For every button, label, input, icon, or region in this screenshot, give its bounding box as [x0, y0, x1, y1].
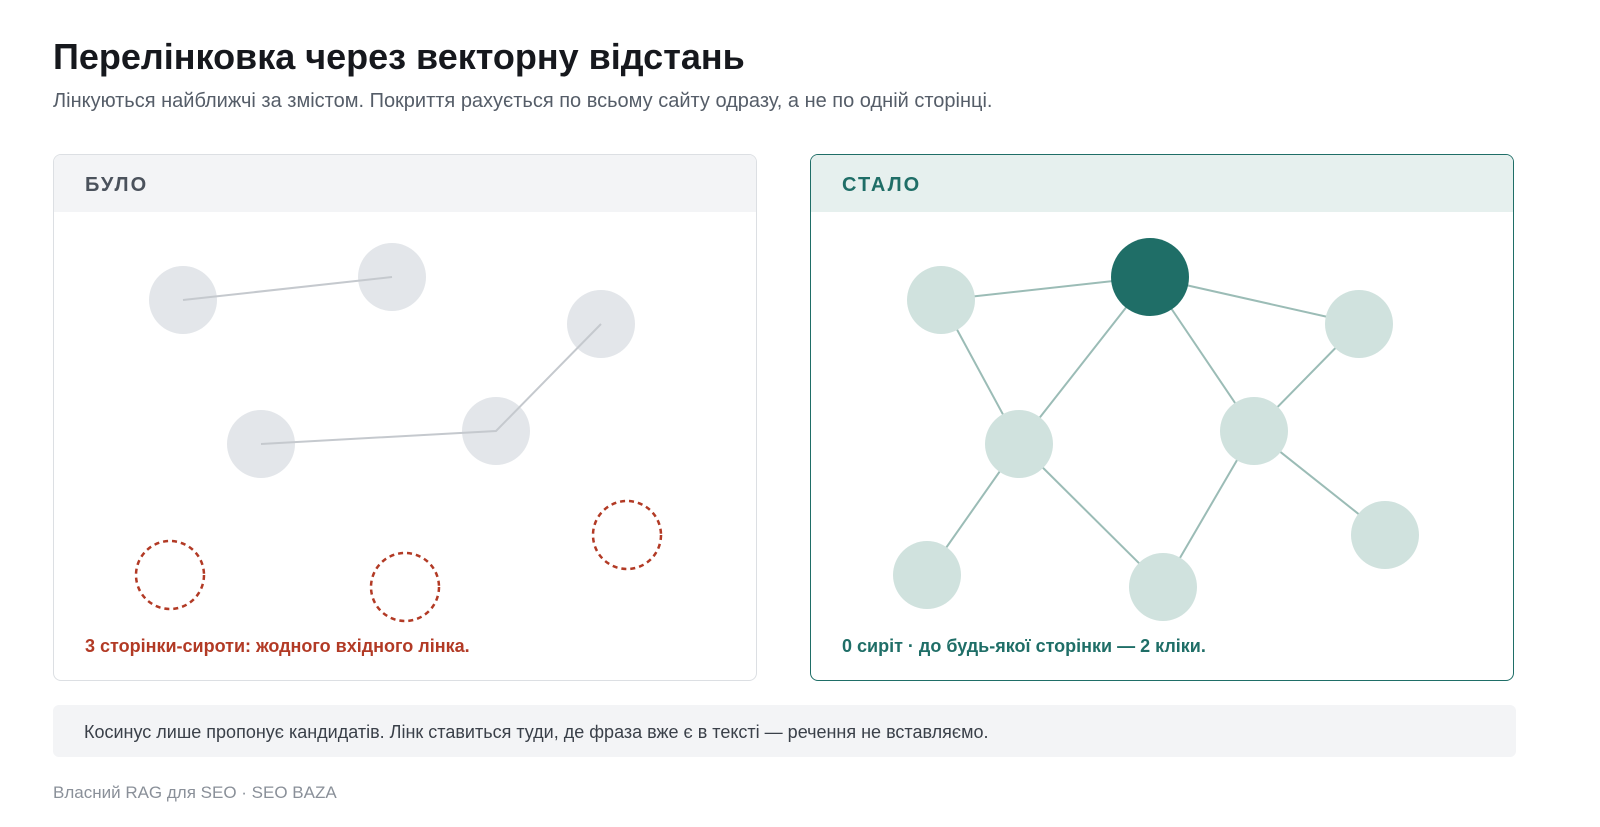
footer: Власний RAG для SEO · SEO BAZA [53, 783, 337, 802]
orphan-node [369, 551, 441, 623]
node [1351, 501, 1419, 569]
hub-node [1111, 238, 1189, 316]
before-graph [134, 243, 663, 623]
panel-label: СТАЛО [811, 155, 1513, 212]
subtitle: Лінкуються найближчі за змістом. Покритт… [53, 90, 993, 112]
node [1325, 290, 1393, 358]
orphan-node [134, 539, 206, 611]
title: Перелінковка через векторну відстань [53, 36, 745, 77]
node [1129, 553, 1197, 621]
after-graph [893, 238, 1419, 621]
panel-caption: 0 сиріт · до будь-якої сторінки — 2 клік… [842, 636, 1206, 656]
node [893, 541, 961, 609]
panel-caption: 3 сторінки-сироти: жодного вхідного лінк… [85, 636, 470, 656]
edge [182, 276, 393, 301]
before-panel: БУЛО 3 сторінки-сироти: жодного вхідного… [53, 154, 757, 681]
node [907, 266, 975, 334]
after-panel: СТАЛО 0 сиріт · до будь-якої сторінки — … [810, 154, 1514, 681]
note: Косинус лише пропонує кандидатів. Лінк с… [53, 705, 1516, 757]
node [1220, 397, 1288, 465]
orphan-node [591, 499, 663, 571]
panel-label: БУЛО [54, 155, 756, 212]
edge [260, 323, 602, 445]
node [985, 410, 1053, 478]
